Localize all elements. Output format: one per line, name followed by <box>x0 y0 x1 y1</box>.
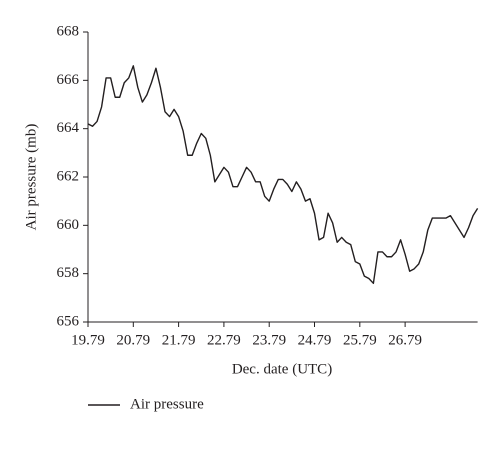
x-tick-label: 22.79 <box>207 332 241 348</box>
y-tick-label: 660 <box>57 217 80 233</box>
legend-label: Air pressure <box>130 396 204 412</box>
y-tick-label: 662 <box>57 168 80 184</box>
x-tick-label: 20.79 <box>116 332 150 348</box>
y-tick-label: 668 <box>57 23 80 39</box>
x-tick-label: 23.79 <box>252 332 286 348</box>
y-tick-label: 656 <box>57 313 80 329</box>
y-tick-label: 658 <box>57 265 80 281</box>
x-tick-label: 21.79 <box>162 332 196 348</box>
x-tick-label: 19.79 <box>71 332 105 348</box>
y-axis-title: Air pressure (mb) <box>23 124 39 231</box>
y-tick-label: 666 <box>57 72 80 88</box>
x-tick-label: 25.79 <box>343 332 377 348</box>
x-tick-label: 26.79 <box>388 332 422 348</box>
x-axis-title: Dec. date (UTC) <box>232 361 332 377</box>
x-tick-label: 24.79 <box>298 332 332 348</box>
data-line <box>87 65 479 285</box>
y-tick-label: 664 <box>57 120 80 136</box>
